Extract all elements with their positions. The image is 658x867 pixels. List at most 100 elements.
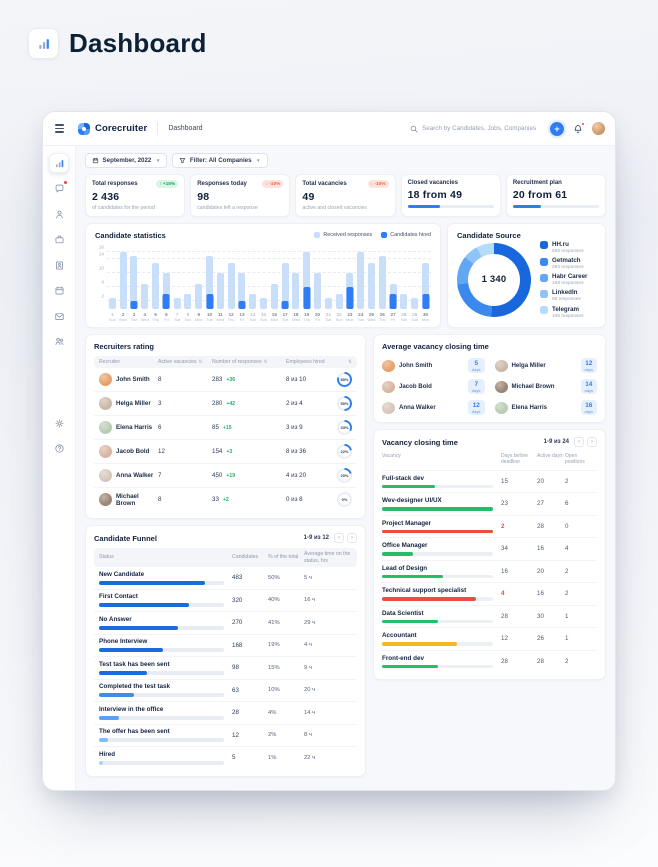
employees-hired: 2 из 4 xyxy=(286,400,303,407)
vacancy-progress xyxy=(382,642,493,646)
user-avatar[interactable] xyxy=(592,122,605,135)
received-bar xyxy=(281,262,289,309)
funnel-status: Test task has been sent xyxy=(99,660,170,668)
sidebar-item-team[interactable] xyxy=(49,332,69,352)
notification-dot xyxy=(581,121,585,126)
add-button[interactable]: + xyxy=(550,121,564,136)
legend-swatch xyxy=(540,306,548,315)
funnel-bar xyxy=(99,648,224,652)
received-bar xyxy=(206,255,214,309)
bar-column xyxy=(388,249,399,309)
menu-icon[interactable] xyxy=(55,124,64,133)
funnel-row: New Candidate 483 50% 5 ч xyxy=(94,567,357,590)
responses-delta: +42 xyxy=(226,400,236,407)
grid-line xyxy=(107,272,431,274)
x-label: 9 Mon xyxy=(194,311,203,323)
sidebar-item-settings[interactable] xyxy=(49,413,69,433)
funnel-bar xyxy=(99,625,224,630)
recruiter-row: Helga Miller 3 280 +42 2 из 4 50% xyxy=(94,392,357,416)
funnel-bar xyxy=(99,760,224,765)
stat-label: Total vacancies xyxy=(302,181,347,187)
sidebar-item-calendar[interactable] xyxy=(49,281,69,301)
app-topbar: Corecruiter Dashboard + xyxy=(43,112,615,146)
open-positions: 2 xyxy=(565,657,569,665)
column-header[interactable]: Number of responses ⇅ xyxy=(212,359,268,365)
dashboard-icon xyxy=(55,159,63,167)
received-bar xyxy=(260,297,268,309)
open-positions: 2 xyxy=(565,567,569,575)
prev-page-button[interactable]: ‹ xyxy=(334,533,344,543)
bar-column xyxy=(366,249,377,309)
open-positions: 1 xyxy=(565,635,569,643)
vacancy-row: Technical support specialist 4 16 2 xyxy=(382,583,597,606)
sort-icon: ⇅ xyxy=(348,359,352,364)
bar-column xyxy=(226,249,237,309)
percent-of-total: 15% xyxy=(268,664,280,671)
active-days: 28 xyxy=(537,657,544,665)
funnel-status: Phone Interview xyxy=(99,638,148,645)
recruiter-row: Elena Harris 6 85 +15 3 из 9 33% xyxy=(94,416,357,440)
bar-column xyxy=(301,249,312,309)
funnel-status: The offer has been sent xyxy=(99,728,170,735)
days-badge: 12 days xyxy=(580,358,597,373)
received-bar xyxy=(130,255,138,309)
source-name: Habr Career xyxy=(552,273,588,281)
responses-count: 33 +2 xyxy=(212,496,229,503)
average-time: 4 ч xyxy=(304,642,312,648)
avatar xyxy=(494,359,508,372)
recruiter-name: Helga Miller xyxy=(116,400,151,407)
column-header[interactable]: Active vacancies ⇅ xyxy=(158,359,203,365)
search-box[interactable] xyxy=(410,125,542,133)
recruiter-row: Anna Walker 7 450 +19 4 из 20 20% xyxy=(94,464,357,488)
main-content: September, 2022 ▼ Filter: All Companies … xyxy=(76,146,615,790)
sidebar-item-candidates[interactable] xyxy=(49,204,69,224)
divider xyxy=(157,122,159,135)
percent-of-total: 19% xyxy=(268,642,280,648)
open-positions: 6 xyxy=(565,500,569,508)
hired-bar xyxy=(303,287,311,309)
vacancy-name: Wev-designer UI/UX xyxy=(382,497,442,504)
avatar xyxy=(99,421,112,434)
sidebar-item-mail[interactable] xyxy=(49,306,69,326)
x-label: 25 Wed xyxy=(367,311,376,323)
sidebar-item-dashboard[interactable] xyxy=(49,153,69,173)
vacancy-progress xyxy=(382,574,493,578)
sidebar-item-help[interactable] xyxy=(49,439,69,459)
next-page-button[interactable]: › xyxy=(587,437,597,447)
sidebar-item-messages[interactable] xyxy=(49,179,69,199)
card-title: Vacancy closing time xyxy=(382,437,458,447)
received-bar xyxy=(303,252,311,309)
chat-icon xyxy=(55,184,63,193)
column-header[interactable]: Employees hired ⇅ xyxy=(286,359,352,365)
stat-subtitle: of candidates for the period xyxy=(92,204,155,211)
active-vacancies: 7 xyxy=(158,472,162,479)
legend-swatch-hired xyxy=(381,232,388,238)
prev-page-button[interactable]: ‹ xyxy=(574,437,584,447)
search-input[interactable] xyxy=(422,125,542,132)
bar-column xyxy=(280,249,291,309)
company-filter-select[interactable]: Filter: All Companies ▼ xyxy=(172,153,268,168)
candidate-funnel-card: Candidate Funnel 1-9 из 12 ‹ › Status Can… xyxy=(85,525,366,777)
column-header: Active days xyxy=(537,453,563,459)
x-label: 23 Mon xyxy=(346,311,354,323)
bar-column xyxy=(215,249,226,309)
x-label: 16 Mon xyxy=(270,311,279,323)
sidebar-item-companies[interactable] xyxy=(49,255,69,275)
funnel-bar xyxy=(99,580,224,585)
vacancy-progress xyxy=(382,619,493,623)
responses-delta: +19 xyxy=(226,472,236,479)
stat-value: 20 from 61 xyxy=(512,188,568,201)
bar-column xyxy=(204,249,215,309)
next-page-button[interactable]: › xyxy=(347,533,357,543)
sort-icon: ⇅ xyxy=(198,359,203,364)
date-select[interactable]: September, 2022 ▼ xyxy=(85,153,168,168)
stat-card: Recruitment plan 20 from 61 xyxy=(505,174,607,217)
vacancy-progress xyxy=(382,507,493,511)
x-label: 24 Tue xyxy=(357,311,364,323)
x-label: 29 Sun xyxy=(411,311,419,323)
recruiter-name: John Smith xyxy=(399,362,433,369)
hired-ring: 0% xyxy=(337,492,352,507)
notifications-bell-icon[interactable] xyxy=(572,121,585,135)
average-time: 20 ч xyxy=(304,687,316,693)
sidebar-item-jobs[interactable] xyxy=(49,230,69,250)
